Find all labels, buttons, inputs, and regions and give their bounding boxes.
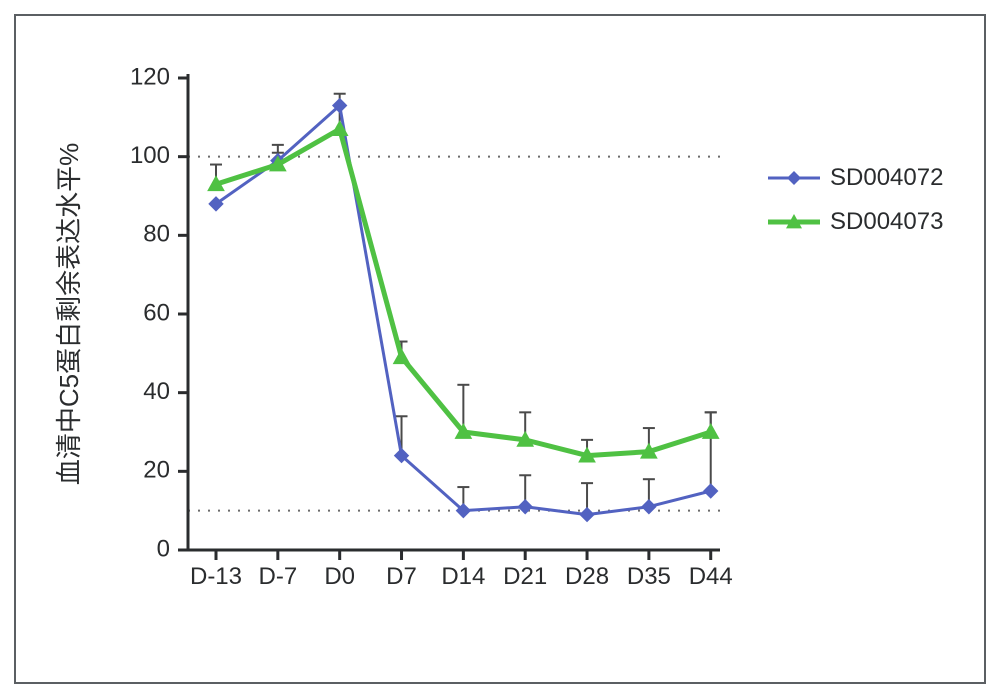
y-tick-label: 120	[130, 63, 170, 90]
y-tick-label: 20	[143, 457, 170, 484]
y-tick-label: 80	[143, 221, 170, 248]
x-tick-label: D7	[386, 563, 417, 590]
x-tick-label: D0	[324, 563, 355, 590]
x-tick-label: D-7	[259, 563, 298, 590]
y-axis-label: 血清中C5蛋白剩余表达水平%	[54, 143, 84, 485]
y-tick-label: 100	[130, 142, 170, 169]
x-tick-label: D44	[689, 563, 733, 590]
x-tick-label: D14	[441, 563, 485, 590]
legend-label: SD004073	[830, 208, 943, 236]
legend-item: SD004073	[764, 200, 943, 244]
chart-svg: 0 20 40 60 80 100 120 D-13 D-7 D0 D7 D14 D21 D28 D35 D4…	[0, 0, 1000, 698]
x-tick-label: D35	[627, 563, 671, 590]
x-tick-label: D28	[565, 563, 609, 590]
y-tick-label: 0	[157, 535, 170, 562]
legend-label: SD004072	[830, 164, 943, 192]
y-tick-label: 60	[143, 299, 170, 326]
legend: SD004072 SD004073	[764, 156, 943, 244]
x-tick-label: D-13	[190, 563, 242, 590]
y-tick-label: 40	[143, 378, 170, 405]
x-tick-label: D21	[503, 563, 547, 590]
legend-marker	[764, 207, 824, 237]
legend-item: SD004072	[764, 156, 943, 200]
legend-marker	[764, 163, 824, 193]
